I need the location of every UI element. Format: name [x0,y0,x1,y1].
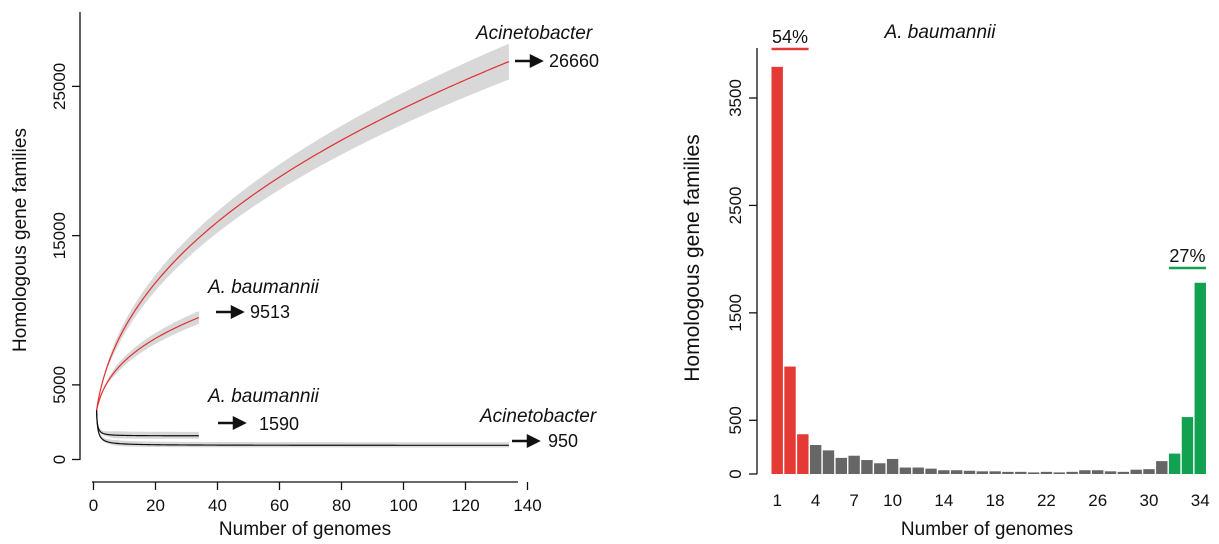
x-tick-label: 14 [934,491,953,510]
x-tick-label: 20 [146,496,165,515]
x-tick-label: 60 [270,496,289,515]
annotation-baumannii-core-label: A. baumannii [207,386,320,407]
left-y-axis-label: Homologous gene families [10,128,31,352]
group-percent-label: 54% [772,27,808,47]
arrow-icon [515,53,544,69]
bar [886,458,899,474]
y-tick-label: 15000 [50,212,69,259]
bar [1130,469,1142,474]
right-bars [771,66,1206,474]
bar [1181,417,1194,474]
series-line [96,316,200,411]
bar [809,444,822,474]
bar [848,455,860,474]
x-tick-label: 80 [332,496,351,515]
bar [1066,471,1078,474]
x-tick-label: 7 [849,491,858,510]
series-band [96,43,509,411]
bar [1053,472,1065,474]
bar [797,434,809,474]
x-tick-label: 10 [883,491,902,510]
arrow-icon [512,433,541,449]
y-tick-label: 0 [726,469,745,478]
x-tick-label: 18 [986,491,1005,510]
bar [771,66,783,474]
y-tick-label: 1500 [726,294,745,332]
x-tick-label: 4 [811,491,820,510]
bar [989,471,1001,474]
x-tick-label: 22 [1037,491,1056,510]
bar [950,470,963,474]
bar [1143,469,1155,474]
bar [1040,471,1053,474]
bar [1156,461,1168,474]
bar [912,467,924,474]
x-tick-label: 1 [772,491,781,510]
y-tick-label: 0 [50,455,69,464]
bar [835,457,847,474]
series-line [96,410,199,437]
bar [861,460,873,474]
bar [1194,282,1206,474]
series-line [96,410,509,446]
y-tick-label: 25000 [50,63,69,110]
bar [1002,471,1014,474]
annotation-acinetobacter-pan-value: 26660 [549,51,599,71]
bar [874,463,886,474]
bar [784,366,796,474]
bar [899,467,912,474]
series-band [96,311,199,411]
annotation-baumannii-core-value: 1590 [259,414,299,434]
bar [1079,470,1091,474]
arrow-icon [218,415,247,431]
right-groups: 54% 27% [771,27,1206,270]
right-x-ticks: 1 4 7 10 14 18 22 26 30 34 [772,491,1209,510]
left-x-axis-label: Number of genomes [219,519,391,540]
bar [1104,471,1117,474]
bar [1015,471,1027,474]
annotation-baumannii-pan-value: 9513 [250,302,290,322]
annotation-acinetobacter-core-label: Acinetobacter [479,406,597,427]
left-x-ticks: 0 20 40 60 80 100 120 140 [89,482,542,515]
right-y-axis-label: Homologous gene families [681,134,704,381]
x-tick-label: 26 [1088,491,1107,510]
bar [976,471,989,474]
group-percent-label: 27% [1169,246,1205,266]
bar [963,470,976,474]
annotation-acinetobacter-core-value: 950 [548,431,578,451]
y-tick-label: 3500 [726,79,745,117]
y-tick-label: 2500 [726,187,745,225]
bar [938,470,950,474]
y-tick-label: 500 [726,406,745,434]
y-tick-label: 5000 [50,366,69,404]
right-chart-title: A. baumannii [884,22,997,43]
left-y-ticks: 0 5000 15000 25000 [50,63,80,464]
x-tick-label: 140 [513,496,541,515]
right-y-ticks: 0 500 1500 2500 3500 [726,79,757,479]
left-chart: 0 5000 15000 25000 0 20 40 60 80 100 120 140 Homol… [10,12,599,540]
left-series [96,43,510,448]
bar [1027,472,1040,474]
x-tick-label: 34 [1191,491,1210,510]
bar [1117,471,1130,474]
series-line [96,61,510,411]
x-tick-label: 120 [451,496,479,515]
series-band [96,408,509,448]
right-x-axis-label: Number of genomes [901,519,1073,540]
bar [822,450,835,474]
x-tick-label: 30 [1140,491,1159,510]
annotation-acinetobacter-pan-label: Acinetobacter [475,23,593,44]
arrow-icon [216,304,245,320]
x-tick-label: 40 [208,496,227,515]
bar [1168,453,1181,474]
bar [925,468,937,474]
x-tick-label: 100 [389,496,417,515]
x-tick-label: 0 [89,496,98,515]
series-band [96,408,199,439]
bar [1092,470,1104,474]
annotation-baumannii-pan-label: A. baumannii [207,277,320,298]
